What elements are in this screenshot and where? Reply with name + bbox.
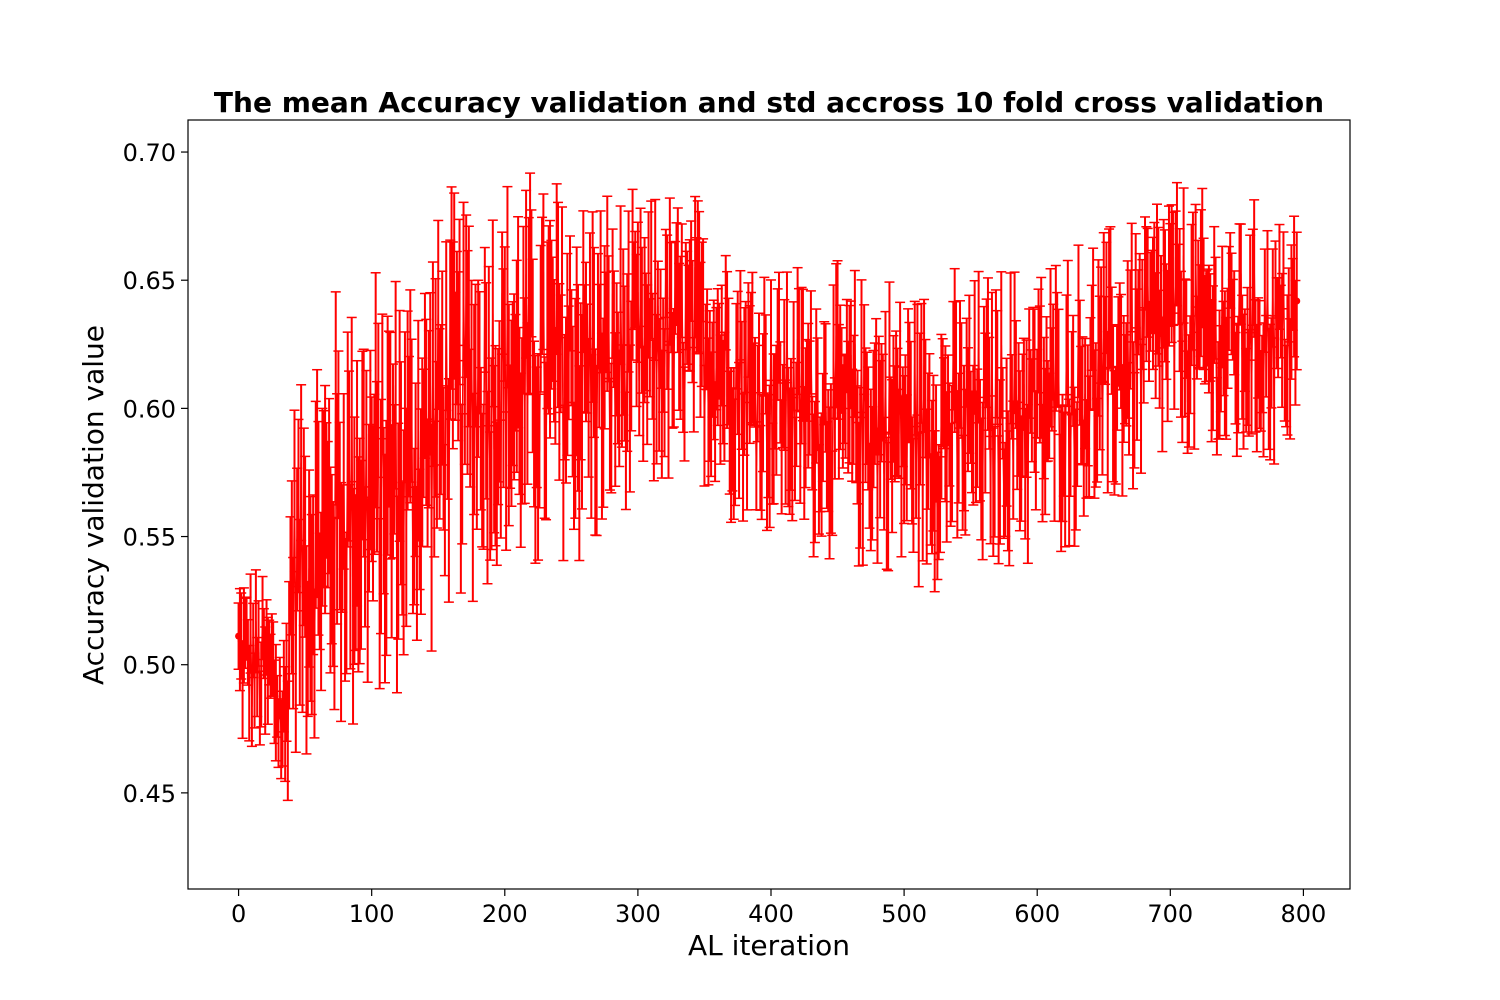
data-point [235, 632, 243, 640]
y-tick-label: 0.45 [123, 780, 176, 808]
data-point [1293, 297, 1301, 305]
x-tick-label: 700 [1147, 900, 1193, 928]
chart-title: The mean Accuracy validation and std acc… [214, 86, 1324, 119]
x-tick-label: 800 [1281, 900, 1327, 928]
plot-frame [187, 119, 1351, 890]
y-axis-label: Accuracy validation value [77, 325, 110, 685]
x-axis-label: AL iteration [688, 929, 850, 962]
error-bars [233, 172, 1302, 802]
y-axis-ticks: 0.45 0.50 0.55 0.60 0.65 0.70 [123, 139, 188, 808]
y-tick-label: 0.65 [123, 267, 176, 295]
y-tick-label: 0.50 [123, 652, 176, 680]
y-tick-label: 0.70 [123, 139, 176, 167]
x-tick-label: 300 [615, 900, 661, 928]
y-tick-label: 0.60 [123, 395, 176, 423]
x-tick-label: 600 [1014, 900, 1060, 928]
x-tick-label: 500 [881, 900, 927, 928]
x-tick-label: 0 [231, 900, 246, 928]
x-tick-label: 200 [482, 900, 528, 928]
plot-area [233, 172, 1302, 802]
y-tick-label: 0.55 [123, 524, 176, 552]
x-axis-ticks: 0 100 200 300 400 500 600 700 800 [231, 889, 1326, 928]
x-tick-label: 100 [349, 900, 395, 928]
mean-markers [235, 244, 1301, 741]
series-line [237, 244, 1298, 741]
x-tick-label: 400 [748, 900, 794, 928]
